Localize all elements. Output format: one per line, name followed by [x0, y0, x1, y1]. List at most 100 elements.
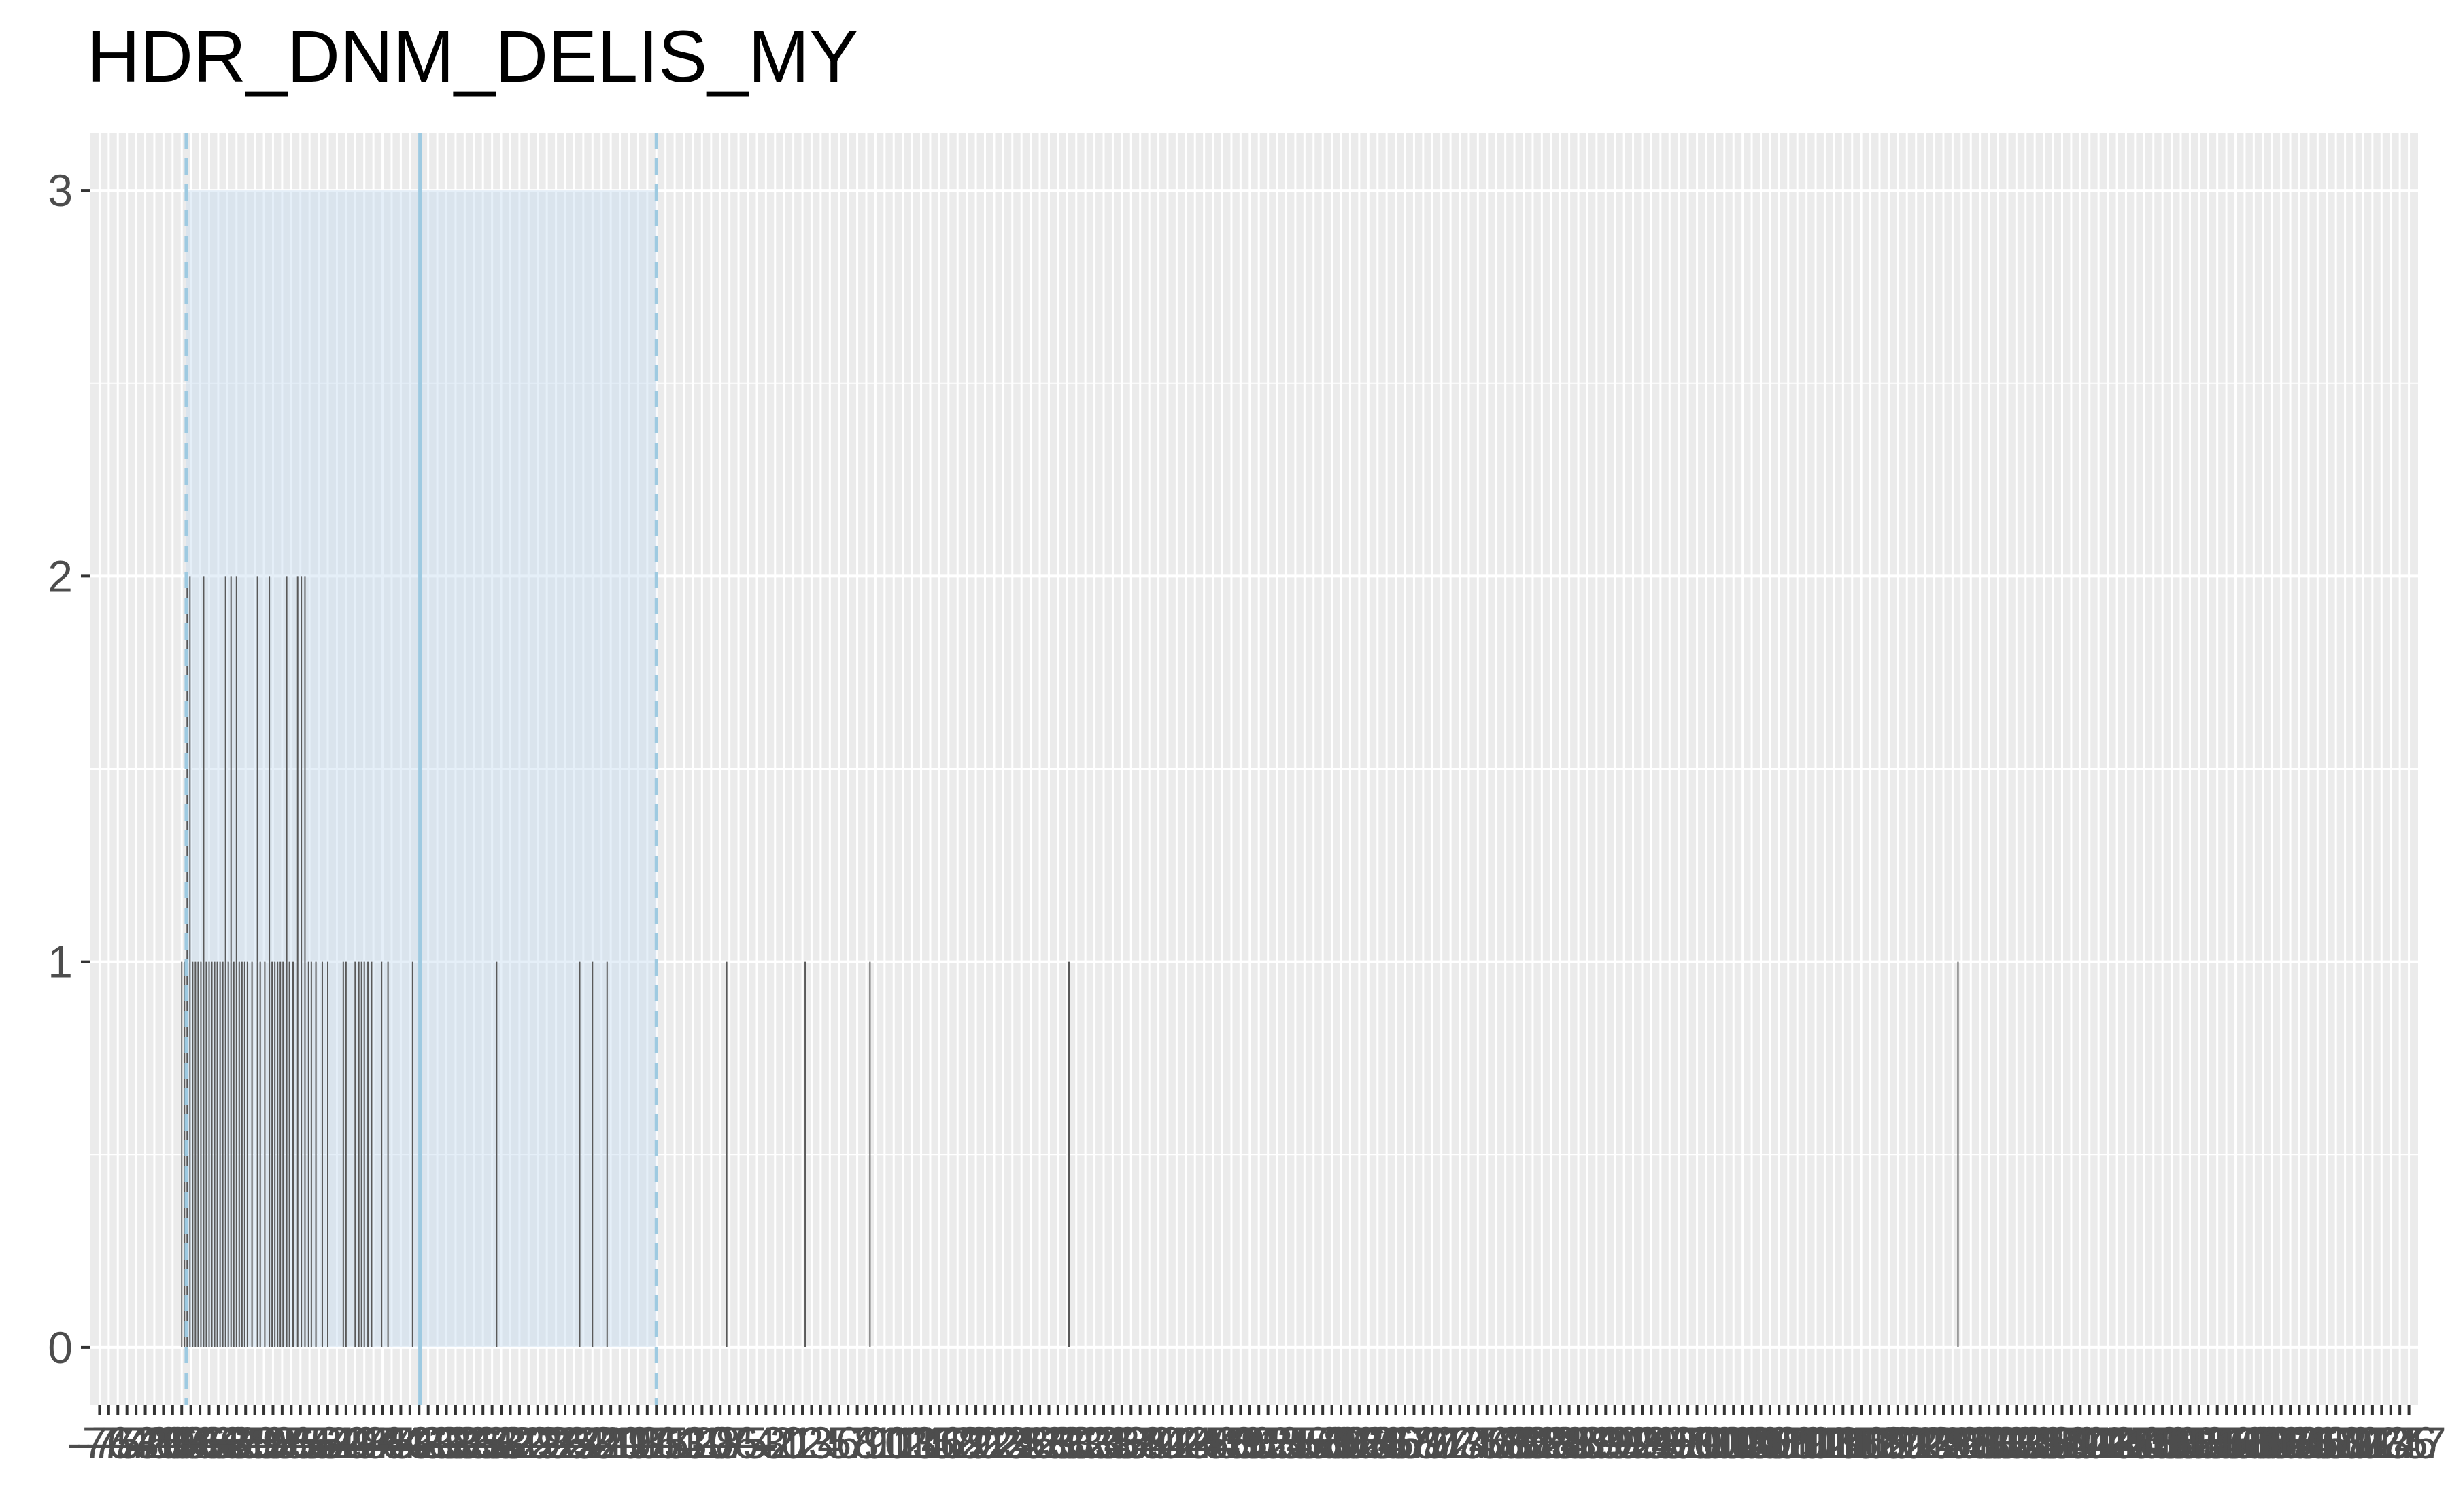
x-axis: -76-75-74-73-72-71-70-69-68-67-66-65-64-…: [67, 1405, 2447, 1468]
x-tick-label: 174: [2344, 1418, 2419, 1468]
bar: [238, 961, 240, 1347]
bar: [230, 576, 232, 1347]
x-tick-label: -50: [305, 1418, 369, 1468]
x-tick-label: -74: [86, 1418, 150, 1468]
x-tick-label: 31: [1051, 1418, 1101, 1468]
x-tick-label: 0: [781, 1418, 806, 1468]
x-tick-label: 111: [1772, 1418, 1840, 1468]
bar: [345, 961, 347, 1347]
x-tick-label: -14: [633, 1418, 698, 1468]
bar: [271, 961, 273, 1347]
x-tick-label: 79: [1489, 1418, 1539, 1468]
x-tick-label: 47: [1197, 1418, 1247, 1468]
x-tick-label: 24: [987, 1418, 1037, 1468]
x-tick-label: 71: [1416, 1418, 1466, 1468]
x-tick-label: -30: [487, 1418, 551, 1468]
x-tick-label: 151: [2135, 1418, 2209, 1468]
x-tick-label: 29: [1033, 1418, 1083, 1468]
x-tick-label: -46: [341, 1418, 405, 1468]
x-tick-label: 172: [2326, 1418, 2400, 1468]
x-tick-label: 94: [1627, 1418, 1676, 1468]
x-tick-label: -73: [95, 1418, 159, 1468]
x-tick-label: -7: [709, 1418, 749, 1468]
x-tick-label: 136: [1997, 1418, 2072, 1468]
bar: [274, 961, 276, 1347]
x-tick-label: -70: [122, 1418, 186, 1468]
x-tick-label: 55: [1270, 1418, 1320, 1468]
x-tick-label: 69: [1398, 1418, 1448, 1468]
bar: [197, 961, 199, 1347]
x-tick-label: 140: [2034, 1418, 2109, 1468]
x-tick-label: 46: [1188, 1418, 1238, 1468]
x-tick-label: 67: [1380, 1418, 1429, 1468]
x-tick-label: 63: [1344, 1418, 1393, 1468]
x-tick-label: 159: [2207, 1418, 2282, 1468]
x-tick-label: 113: [1789, 1418, 1860, 1468]
x-tick-label: -51: [295, 1418, 360, 1468]
x-tick-label: -16: [615, 1418, 679, 1468]
x-tick-label: 44: [1170, 1418, 1220, 1468]
x-tick-label: 48: [1206, 1418, 1256, 1468]
x-tick-label: 7: [845, 1418, 870, 1468]
x-tick-label: 13: [887, 1418, 936, 1468]
bar: [363, 961, 365, 1347]
x-tick-label: -61: [204, 1418, 269, 1468]
x-tick-label: 129: [1933, 1418, 2008, 1468]
bar: [181, 961, 183, 1347]
x-tick-label: 95: [1635, 1418, 1685, 1468]
x-tick-label: 17: [923, 1418, 973, 1468]
x-tick-label: 137: [2007, 1418, 2081, 1468]
x-tick-label: 34: [1078, 1418, 1128, 1468]
x-tick-label: 173: [2335, 1418, 2410, 1468]
x-tick-label: -47: [332, 1418, 396, 1468]
x-tick-label: 27: [1015, 1418, 1064, 1468]
x-tick-label: 21: [960, 1418, 1010, 1468]
x-tick-label: 65: [1361, 1418, 1411, 1468]
x-tick-label: 176: [2362, 1418, 2437, 1468]
x-tick-label: 64: [1353, 1418, 1402, 1468]
x-tick-label: 119: [1843, 1418, 1915, 1468]
x-tick-label: 85: [1544, 1418, 1594, 1468]
x-tick-label: -54: [268, 1418, 333, 1468]
x-tick-label: 5: [826, 1418, 851, 1468]
x-tick-label: -57: [241, 1418, 305, 1468]
x-tick-label: 154: [2162, 1418, 2237, 1468]
x-tick-label: 109: [1751, 1418, 1826, 1468]
x-tick-label: -18: [596, 1418, 661, 1468]
x-tick-label: 146: [2088, 1418, 2163, 1468]
x-tick-label: -27: [514, 1418, 579, 1468]
x-tick-label: -48: [323, 1418, 388, 1468]
x-tick-label: 145: [2079, 1418, 2154, 1468]
x-tick-label: 43: [1161, 1418, 1210, 1468]
x-tick-label: 6: [836, 1418, 861, 1468]
x-tick-label: 102: [1687, 1418, 1762, 1468]
x-tick-label: -21: [569, 1418, 634, 1468]
bar: [243, 961, 245, 1347]
x-tick-label: -49: [313, 1418, 378, 1468]
x-tick-label: 88: [1571, 1418, 1621, 1468]
x-tick-label: -68: [140, 1418, 205, 1468]
bar: [358, 961, 360, 1347]
x-tick-label: 45: [1179, 1418, 1229, 1468]
x-tick-label: 149: [2116, 1418, 2191, 1468]
bar: [259, 961, 261, 1347]
bar: [219, 961, 221, 1347]
x-tick-label: -8: [700, 1418, 741, 1468]
x-tick-label: 143: [2061, 1418, 2136, 1468]
bar: [315, 961, 317, 1347]
x-tick-label: -1: [764, 1418, 804, 1468]
x-tick-label: -75: [76, 1418, 141, 1468]
bar: [200, 961, 202, 1347]
y-tick-label: 2: [48, 551, 73, 601]
x-tick-label: 25: [996, 1418, 1046, 1468]
x-tick-label: 9: [863, 1418, 888, 1468]
x-tick-label: 135: [1988, 1418, 2063, 1468]
x-tick-label: 92: [1608, 1418, 1658, 1468]
x-tick-label: -24: [542, 1418, 607, 1468]
x-tick-label: 12: [878, 1418, 928, 1468]
x-tick-label: 70: [1408, 1418, 1457, 1468]
x-tick-label: 162: [2234, 1418, 2309, 1468]
x-tick-label: 82: [1517, 1418, 1567, 1468]
x-tick-label: 138: [2016, 1418, 2090, 1468]
x-tick-label: -45: [350, 1418, 415, 1468]
